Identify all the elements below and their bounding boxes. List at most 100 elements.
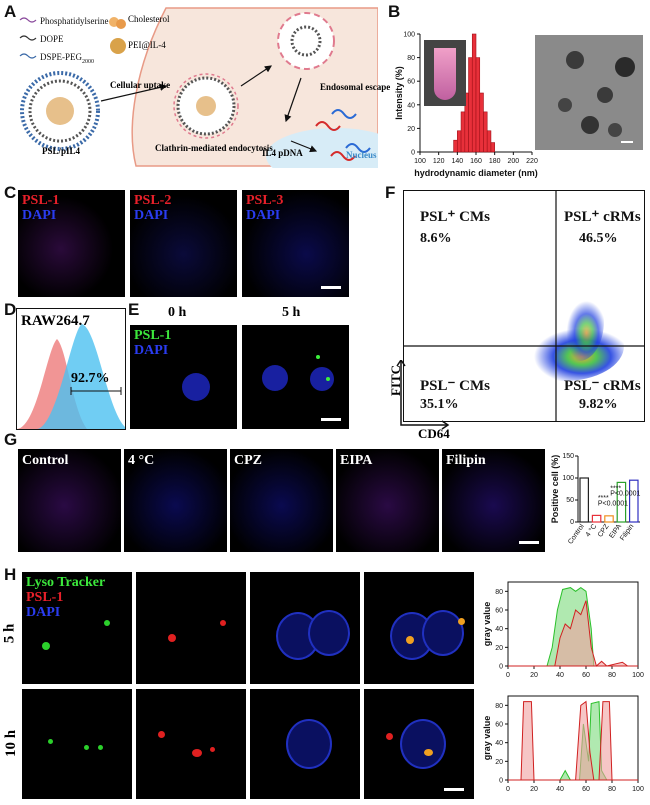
q3-pct: 35.1% bbox=[420, 397, 459, 412]
bar bbox=[579, 477, 589, 523]
gray-value-plot-5h: 0 20 40 60 80 0 20 40 60 80 100 gray value bbox=[482, 581, 644, 679]
micrograph-h-10h-dapi bbox=[250, 689, 360, 799]
y-tick-label: 60 bbox=[495, 608, 503, 615]
x-tick-label: 0 bbox=[506, 672, 510, 679]
x-tick-label: 20 bbox=[530, 786, 538, 793]
scale-bar bbox=[321, 418, 341, 421]
x-tick-label: 40 bbox=[556, 786, 564, 793]
y-tick-label: 20 bbox=[407, 126, 415, 133]
micrograph-g-control: Control bbox=[18, 449, 121, 552]
q2-pct: 46.5% bbox=[579, 231, 618, 246]
time-5h: 5 h bbox=[282, 305, 301, 320]
y-tick-label: 40 bbox=[495, 740, 503, 747]
histogram-bar bbox=[490, 142, 495, 153]
q3-label: PSL⁻ CMs bbox=[420, 378, 491, 394]
x-tick-label: 60 bbox=[582, 786, 590, 793]
tem-image bbox=[535, 35, 643, 150]
legend-dope: DOPE bbox=[40, 34, 64, 44]
legend-ps: Phosphatidylserine bbox=[40, 16, 109, 26]
x-tick-label: Filipin bbox=[619, 523, 635, 542]
y-axis-label: gray value bbox=[482, 602, 492, 647]
x-tick-label: 80 bbox=[608, 786, 616, 793]
panel-label-e: E bbox=[128, 300, 140, 319]
y-tick-label: 60 bbox=[495, 722, 503, 729]
micrograph-g-filipin: Filipin bbox=[442, 449, 545, 552]
y-tick-label: 40 bbox=[407, 102, 415, 109]
q1-label: PSL⁺ CMs bbox=[420, 209, 491, 225]
label-uptake: Cellular uptake bbox=[110, 80, 171, 90]
label-clathrin: Clathrin-mediated endocytosis bbox=[155, 143, 273, 153]
sig-p: P<0.0001 bbox=[610, 491, 640, 498]
q2-label: PSL⁺ cRMs bbox=[564, 209, 641, 225]
scale-bar bbox=[444, 788, 464, 791]
histogram-bar bbox=[468, 57, 473, 153]
flow-scatter: PSL⁺ CMs 8.6% PSL⁺ cRMs 46.5% PSL⁻ CMs 3… bbox=[403, 190, 645, 422]
panel-label-h: H bbox=[4, 565, 17, 584]
x-tick-label: 40 bbox=[556, 672, 564, 679]
micrograph-g-eipa: EIPA bbox=[336, 449, 439, 552]
flow-percent: 92.7% bbox=[71, 371, 110, 386]
panel-label-d: D bbox=[4, 300, 17, 319]
micrograph-g-cpz: CPZ bbox=[230, 449, 333, 552]
x-tick-label: 20 bbox=[530, 672, 538, 679]
y-axis-label: Positive cell (%) bbox=[550, 455, 560, 524]
legend-pei: PEI@IL-4 bbox=[128, 40, 166, 50]
flow-axes-arrows bbox=[396, 360, 450, 430]
y-tick-label: 0 bbox=[411, 150, 415, 157]
x-tick-label: 4 °C bbox=[584, 523, 598, 539]
legend-cholesterol: Cholesterol bbox=[128, 14, 170, 24]
x-tick-label: 120 bbox=[433, 158, 445, 165]
y-tick-label: 50 bbox=[566, 497, 574, 504]
row-label-10h: 10 h bbox=[3, 729, 20, 758]
x-tick-label: 100 bbox=[632, 786, 644, 793]
bar bbox=[616, 481, 627, 523]
label-psl-pil4: PSL/pIL4 bbox=[42, 146, 81, 156]
panel-label-a: A bbox=[4, 2, 17, 21]
x-tick-label: 160 bbox=[470, 158, 482, 165]
y-tick-label: 0 bbox=[499, 664, 503, 671]
cuvette-inset bbox=[424, 40, 466, 106]
scale-bar bbox=[321, 286, 341, 289]
flow-histogram: RAW264.7 92.7% bbox=[16, 308, 126, 430]
psl-profile bbox=[508, 700, 638, 781]
y-tick-label: 20 bbox=[495, 759, 503, 766]
micrograph-e-5h bbox=[242, 325, 349, 429]
x-axis-label: hydrodynamic diameter (nm) bbox=[414, 168, 538, 178]
micrograph-psl2: PSL-2 DAPI bbox=[130, 190, 237, 297]
panel-label-g: G bbox=[4, 430, 18, 449]
histogram-bar bbox=[479, 92, 484, 153]
y-tick-label: 100 bbox=[403, 32, 415, 39]
panel-label-c: C bbox=[4, 183, 17, 202]
q4-label: PSL⁻ cRMs bbox=[564, 378, 641, 394]
x-tick-label: 0 bbox=[506, 786, 510, 793]
x-tick-label: 100 bbox=[414, 158, 426, 165]
scale-bar bbox=[519, 541, 539, 544]
histogram-bar bbox=[453, 139, 458, 153]
flow-xlabel: CD64 bbox=[418, 426, 450, 441]
label-escape: Endosomal escape bbox=[320, 82, 391, 92]
micrograph-h-5h-dapi bbox=[250, 572, 360, 684]
micrograph-h-5h-merge bbox=[364, 572, 474, 684]
histogram-bar bbox=[475, 57, 481, 153]
y-tick-label: 0 bbox=[570, 519, 574, 526]
y-axis-label: gray value bbox=[482, 716, 492, 761]
psl-profile bbox=[508, 600, 638, 667]
x-tick-label: 140 bbox=[451, 158, 463, 165]
flow-ylabel: FITC bbox=[388, 364, 403, 396]
y-tick-label: 40 bbox=[495, 626, 503, 633]
x-tick-label: 180 bbox=[489, 158, 501, 165]
schematic-panel-a bbox=[19, 7, 378, 168]
micrograph-h-5h-psl bbox=[136, 572, 246, 684]
y-tick-label: 80 bbox=[495, 703, 503, 710]
y-tick-label: 150 bbox=[562, 453, 574, 460]
y-tick-label: 60 bbox=[407, 79, 415, 86]
sig-star: **** bbox=[610, 485, 621, 492]
y-tick-label: 80 bbox=[495, 589, 503, 596]
x-tick-label: 100 bbox=[632, 672, 644, 679]
histogram-bar bbox=[483, 111, 488, 153]
x-tick-label: 220 bbox=[526, 158, 538, 165]
dls-histogram: 0 20 40 60 80 100 100 120 140 160 180 200 220 hydrody… bbox=[394, 32, 538, 179]
micrograph-h-10h-merge bbox=[364, 689, 474, 799]
y-tick-label: 20 bbox=[495, 645, 503, 652]
